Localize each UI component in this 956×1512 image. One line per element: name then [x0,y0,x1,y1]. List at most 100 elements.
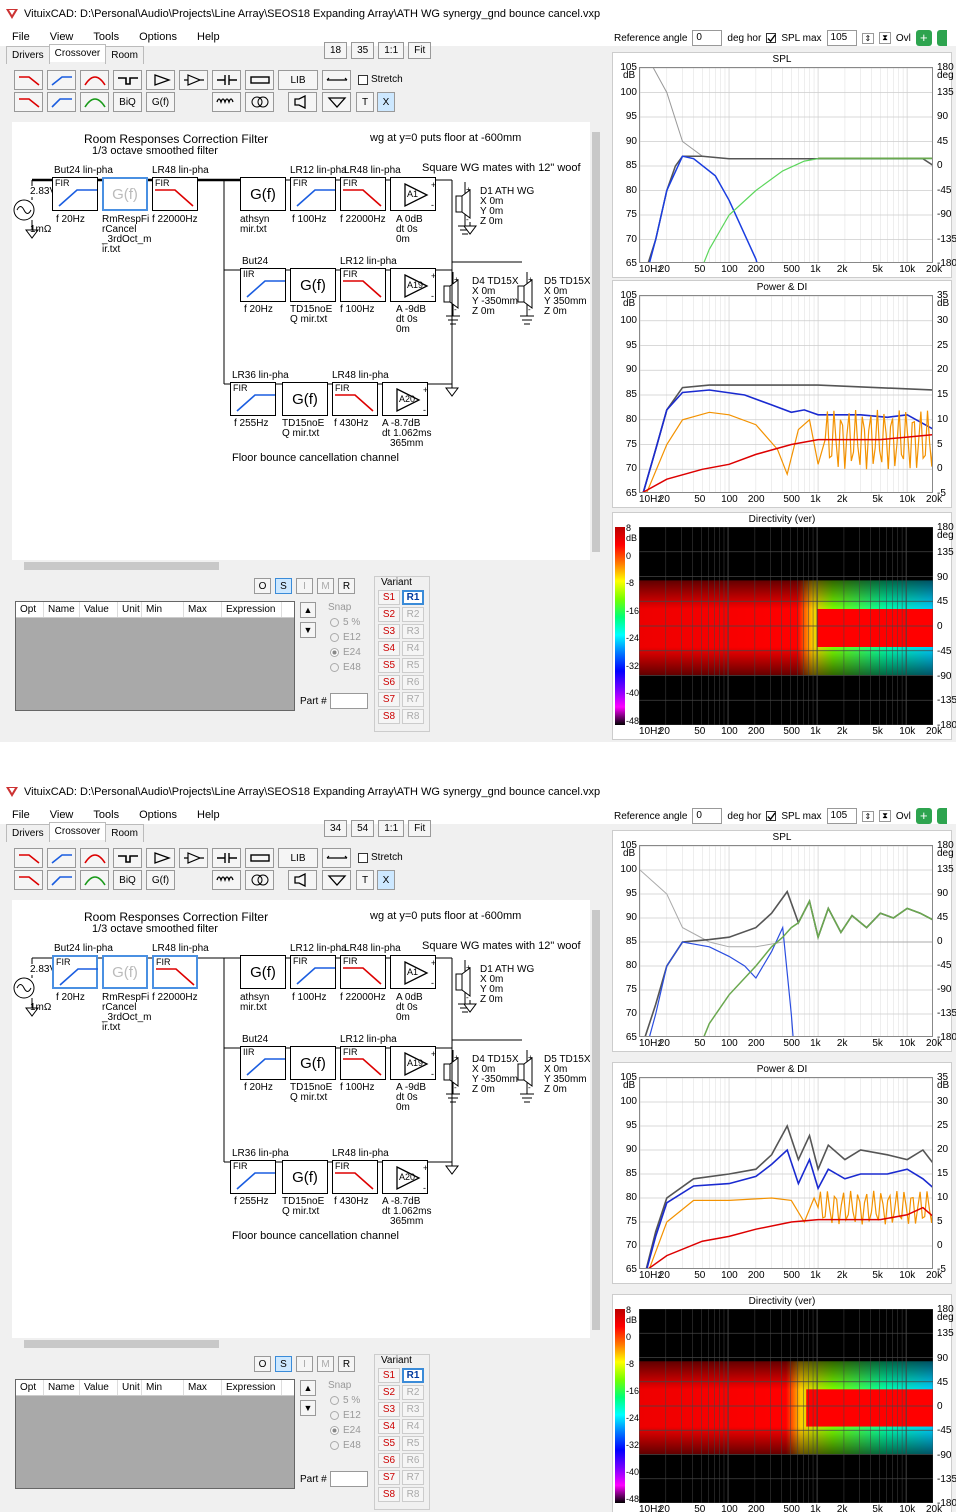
variant-s6-button[interactable]: S6 [378,675,400,690]
ref-angle-input[interactable]: 0 [692,30,723,46]
menu-file[interactable]: File [12,809,30,821]
block3-lr48-filter[interactable]: FIR [152,955,198,989]
zoom-button-2[interactable]: 1:1 [378,42,405,59]
variant-s5-button[interactable]: S5 [378,658,400,673]
row2-lr12-filter[interactable]: FIR [340,268,386,302]
tool-notch-black-button[interactable] [113,848,142,868]
parameter-grid[interactable]: Opt Name Value Unit Min Max Expression [15,1379,295,1489]
driver-d5-speaker[interactable]: + - [516,272,538,335]
mode-i-button[interactable]: I [296,578,313,594]
tool-highpass2-blue-button[interactable] [47,870,76,890]
snap-option-0[interactable]: 5 % [330,1395,361,1406]
spl-plot[interactable]: SPL 105 100 95 90 85 80 75 70 65 dB 180 135 90 45 0 -45 -… [612,830,956,1052]
row1-gf-athsyn[interactable]: G(f) [240,177,286,211]
row3-gf[interactable]: G(f) [282,382,328,416]
mode-s-button[interactable]: S [275,1356,292,1372]
canvas-vertical-scrollbar[interactable] [590,900,602,1338]
move-up-button[interactable]: ▲ [300,1380,316,1396]
driver-d4-speaker[interactable]: + - [442,272,464,335]
part-number-input[interactable] [330,1471,368,1487]
row3-gf[interactable]: G(f) [282,1160,328,1194]
menu-file[interactable]: File [12,31,30,43]
tool-speaker-button[interactable] [288,92,317,112]
tool-highpass-blue-button[interactable] [47,848,76,868]
tool-wire-button[interactable] [322,848,351,868]
tool-capacitor-button[interactable] [212,70,241,90]
part-number-input[interactable] [330,693,368,709]
spl-max-checkbox-icon[interactable] [766,33,777,43]
row1-amplifier[interactable]: + - A1 [390,177,436,211]
vscroll-thumb[interactable] [592,910,600,1330]
variant-s4-button[interactable]: S4 [378,1419,400,1434]
spl-max-input[interactable]: 105 [826,30,857,46]
row1-lr12-filter[interactable]: FIR [290,177,336,211]
menu-options[interactable]: Options [139,31,177,43]
grid-col-max[interactable]: Max [184,602,222,617]
canvas-vertical-scrollbar[interactable] [590,122,602,560]
range-arrows-icon[interactable]: ⧗ [879,32,891,44]
spl-plot[interactable]: SPL 105 100 95 90 85 80 75 70 65 dB 180 135 90 45 0 -45 -… [612,52,956,278]
tool-lib-button[interactable]: LIB [278,848,318,868]
tool-lowpass-red-button[interactable] [14,848,43,868]
menu-view[interactable]: View [49,31,74,43]
menu-options[interactable]: Options [139,809,177,821]
directivity-plot[interactable]: Directivity (ver) 8 0 -8 -16 -24 -32 -40 -48 dB 18… [612,512,956,740]
stretch-checkbox[interactable]: Stretch [358,74,403,85]
hscroll-thumb[interactable] [24,562,219,570]
zoom-button-1[interactable]: 54 [351,820,375,837]
schematic-canvas[interactable]: Room Responses Correction Filter 1/3 octa… [12,122,591,560]
mode-i-button[interactable]: I [296,1356,313,1372]
tool-biq-button[interactable]: BiQ [113,92,142,112]
variant-s1-button[interactable]: S1 [378,590,400,605]
tool-lib-button[interactable]: LIB [278,70,318,90]
row1-lr12-filter[interactable]: FIR [290,955,336,989]
variant-s2-button[interactable]: S2 [378,607,400,622]
row2-lr12-filter[interactable]: FIR [340,1046,386,1080]
snap-option-3[interactable]: E48 [330,1440,361,1451]
spl-max-input[interactable]: 105 [826,808,857,824]
tool-biq-button[interactable]: BiQ [113,870,142,890]
block2-rmresp-gf[interactable]: G(f) [102,177,148,211]
variant-r2-button[interactable]: R2 [402,607,424,622]
zoom-button-3[interactable]: Fit [408,42,432,59]
mode-o-button[interactable]: O [254,1356,271,1372]
ref-angle-input[interactable]: 0 [692,808,723,824]
grid-col-value[interactable]: Value [80,1380,118,1395]
tool-resistor-button[interactable] [245,848,274,868]
row1-gf-athsyn[interactable]: G(f) [240,955,286,989]
variant-r6-button[interactable]: R6 [402,675,424,690]
variant-r8-button[interactable]: R8 [402,709,424,724]
grid-col-expression[interactable]: Expression [222,1380,282,1395]
tool-resistor-button[interactable] [245,70,274,90]
mode-m-button[interactable]: M [317,1356,334,1372]
row1-lr48-filter[interactable]: FIR [340,955,386,989]
menu-tools[interactable]: Tools [93,31,120,43]
grid-col-opt[interactable]: Opt [16,1380,44,1395]
zoom-button-2[interactable]: 1:1 [378,820,405,837]
move-down-button[interactable]: ▼ [300,622,316,638]
variant-r7-button[interactable]: R7 [402,1470,424,1485]
tool-ground-button[interactable] [322,92,351,112]
canvas-horizontal-scrollbar[interactable] [12,560,590,572]
row3-amplifier[interactable]: + - A20 [382,1160,428,1194]
add-overlay-icon[interactable]: + [915,30,932,46]
stretch-checkbox[interactable]: Stretch [358,852,403,863]
grid-col-name[interactable]: Name [44,602,80,617]
variant-r3-button[interactable]: R3 [402,624,424,639]
snap-option-2[interactable]: E24 [330,647,361,658]
variant-r6-button[interactable]: R6 [402,1453,424,1468]
zoom-button-1[interactable]: 35 [351,42,375,59]
remove-overlay-icon[interactable] [936,808,947,824]
tool-bandpass-red-button[interactable] [80,848,109,868]
variant-r5-button[interactable]: R5 [402,658,424,673]
mode-r-button[interactable]: R [338,578,355,594]
tool-amp-triangle-button[interactable] [146,848,175,868]
variant-s4-button[interactable]: S4 [378,641,400,656]
tool-inductor-button[interactable] [212,870,241,890]
variant-r4-button[interactable]: R4 [402,641,424,656]
variant-s5-button[interactable]: S5 [378,1436,400,1451]
add-overlay-icon[interactable]: + [915,808,932,824]
menu-view[interactable]: View [49,809,74,821]
tool-speaker-button[interactable] [288,870,317,890]
grid-col-min[interactable]: Min [142,1380,184,1395]
